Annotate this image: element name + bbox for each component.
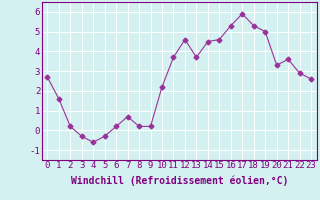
X-axis label: Windchill (Refroidissement éolien,°C): Windchill (Refroidissement éolien,°C) xyxy=(70,176,288,186)
